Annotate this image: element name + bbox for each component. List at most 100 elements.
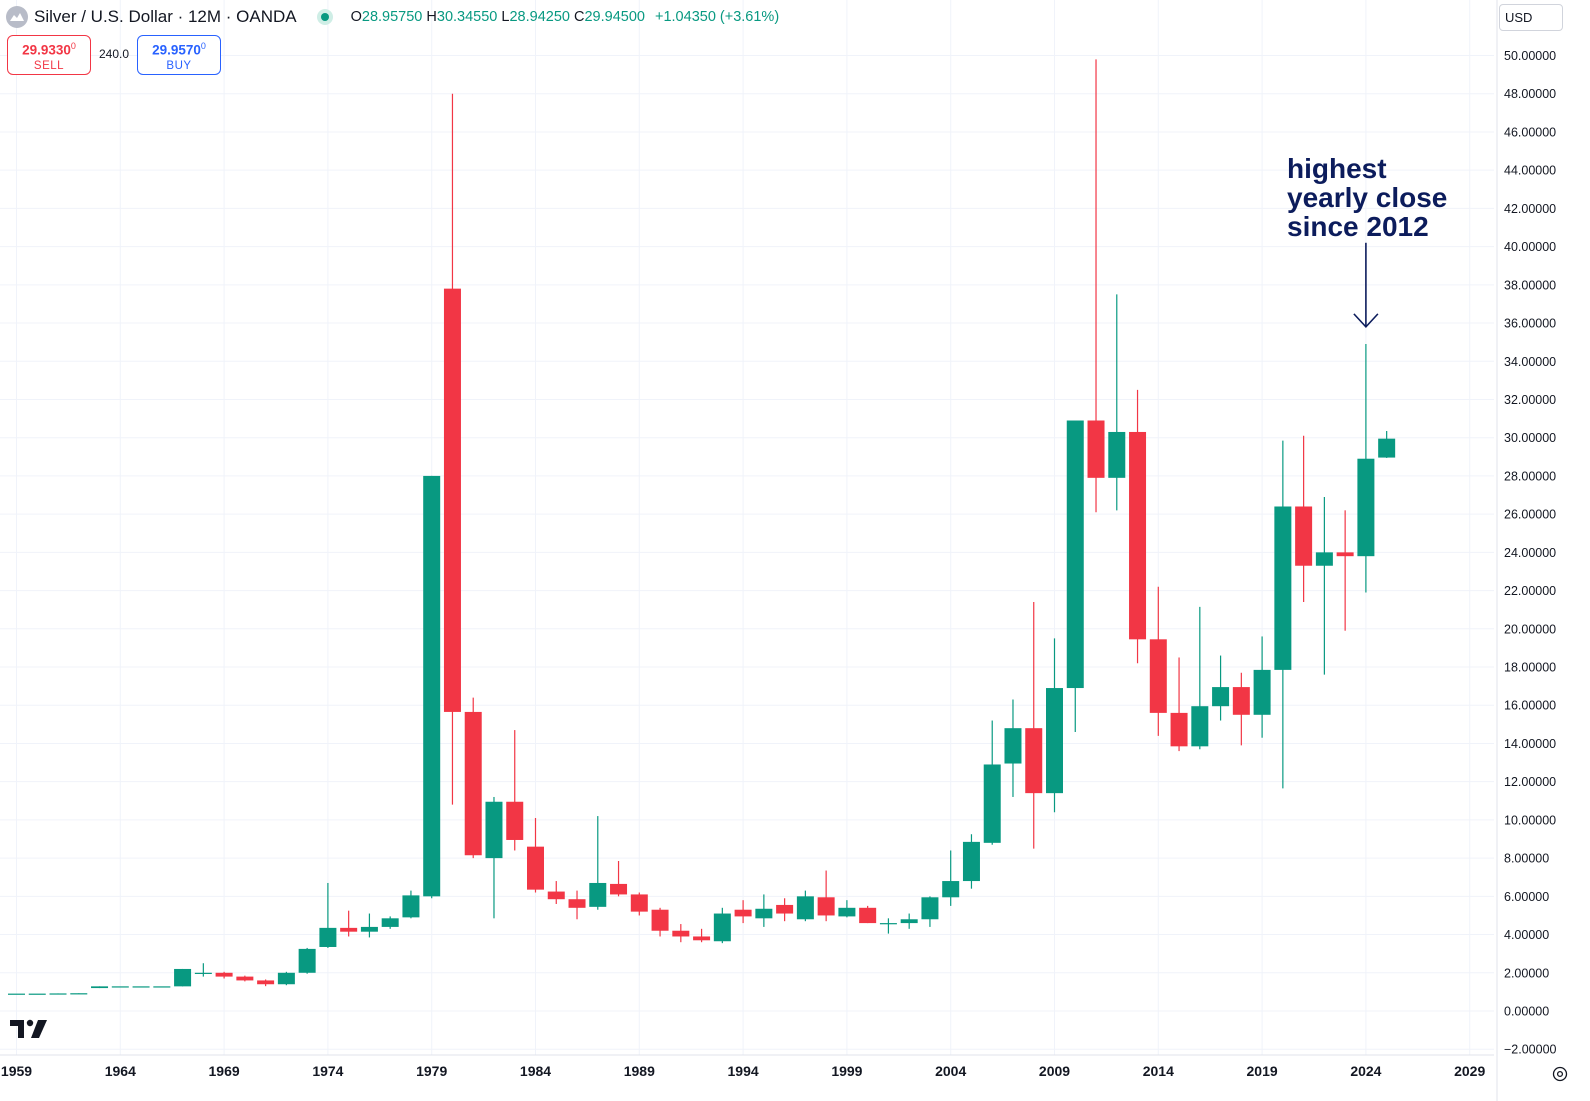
candle-body xyxy=(8,993,25,995)
sell-button[interactable]: 29.93300 SELL xyxy=(7,35,91,75)
candle-1982 xyxy=(485,796,503,919)
candle-body xyxy=(319,927,337,947)
candle-1973 xyxy=(298,947,316,974)
candle-body xyxy=(1066,420,1084,689)
candle-body xyxy=(506,801,524,840)
candle-1979 xyxy=(423,475,441,899)
currency-selector[interactable]: USD xyxy=(1499,4,1563,31)
candle-2021 xyxy=(1295,435,1313,603)
candle-2005 xyxy=(962,834,980,889)
candle-2003 xyxy=(921,896,939,927)
candle-1987 xyxy=(589,816,607,910)
y-tick-label: 12.00000 xyxy=(1504,775,1556,789)
candle-body xyxy=(70,993,88,995)
x-tick-label: 1974 xyxy=(312,1063,343,1079)
candle-2009 xyxy=(1046,638,1063,813)
candle-body xyxy=(298,948,316,973)
candle-body xyxy=(1046,688,1063,794)
x-tick-label: 1984 xyxy=(520,1063,551,1079)
candle-body xyxy=(111,986,129,988)
candle-1962 xyxy=(70,993,88,995)
candle-body xyxy=(1315,552,1333,566)
x-tick-label: 1979 xyxy=(416,1063,447,1079)
y-tick-label: 48.00000 xyxy=(1504,87,1556,101)
y-tick-label: 44.00000 xyxy=(1504,164,1556,178)
x-tick-label: 2029 xyxy=(1454,1063,1485,1079)
candle-body xyxy=(547,891,565,900)
candle-body xyxy=(443,288,461,712)
y-tick-label: 2.00000 xyxy=(1504,966,1549,980)
y-tick-label: 32.00000 xyxy=(1504,393,1556,407)
candle-body xyxy=(1149,639,1167,713)
candle-1997 xyxy=(796,890,814,922)
candle-2006 xyxy=(983,720,1001,845)
candle-1965 xyxy=(132,986,150,988)
candle-2019 xyxy=(1253,636,1271,738)
candle-body xyxy=(796,896,814,920)
candle-body xyxy=(1004,728,1022,764)
candle-1986 xyxy=(568,890,586,920)
candle-body xyxy=(423,475,441,897)
candle-body xyxy=(1378,438,1396,458)
candle-body xyxy=(194,972,212,974)
candle-1985 xyxy=(547,881,565,904)
settings-icon[interactable] xyxy=(1550,1064,1570,1084)
candle-body xyxy=(776,904,794,914)
close-label: C xyxy=(574,9,585,25)
candle-body xyxy=(1129,431,1147,640)
candle-body xyxy=(568,899,586,908)
candle-2007 xyxy=(1004,699,1022,797)
candle-body xyxy=(257,980,275,985)
candle-2014 xyxy=(1149,586,1167,736)
candle-1994 xyxy=(734,900,752,924)
candle-body xyxy=(817,897,835,916)
candle-body xyxy=(589,882,607,907)
currency-label: USD xyxy=(1505,10,1533,25)
y-tick-label: 22.00000 xyxy=(1504,584,1556,598)
candle-body xyxy=(1212,687,1230,707)
y-tick-label: 10.00000 xyxy=(1504,813,1556,827)
candle-1966 xyxy=(153,986,171,988)
candle-body xyxy=(838,907,856,917)
candle-2020 xyxy=(1274,440,1292,789)
ohlc-values: O28.95750 H30.34550 L28.94250 C29.94500 … xyxy=(351,9,780,25)
candle-1991 xyxy=(672,924,690,943)
candle-1980 xyxy=(443,93,461,805)
candle-body xyxy=(1025,728,1043,794)
symbol-title[interactable]: Silver / U.S. Dollar · 12M · OANDA xyxy=(34,7,297,26)
candle-1983 xyxy=(506,730,524,851)
candle-body xyxy=(49,993,67,995)
y-tick-label: 14.00000 xyxy=(1504,737,1556,751)
candle-body xyxy=(1357,458,1375,557)
candle-body xyxy=(91,986,109,989)
sell-price: 29.93300 xyxy=(22,41,76,58)
candle-body xyxy=(236,976,254,981)
candle-1967 xyxy=(174,968,192,987)
candle-2002 xyxy=(900,913,918,929)
annotation-line: since 2012 xyxy=(1287,211,1429,242)
x-tick-label: 2019 xyxy=(1247,1063,1278,1079)
candle-1990 xyxy=(651,907,669,937)
candle-1993 xyxy=(713,907,731,944)
buy-button[interactable]: 29.95700 BUY xyxy=(137,35,221,75)
y-tick-label: 30.00000 xyxy=(1504,431,1556,445)
candle-body xyxy=(527,846,544,890)
y-tick-label: 6.00000 xyxy=(1504,890,1549,904)
annotation-arrow-head xyxy=(1353,313,1379,329)
x-tick-label: 1959 xyxy=(1,1063,32,1079)
sell-label: SELL xyxy=(33,59,65,72)
x-tick-label: 2024 xyxy=(1350,1063,1381,1079)
tradingview-logo-icon[interactable] xyxy=(10,1018,48,1045)
candle-body xyxy=(1253,669,1271,715)
low-value: 28.94250 xyxy=(509,9,570,25)
y-tick-label: 16.00000 xyxy=(1504,699,1556,713)
candle-1984 xyxy=(527,817,544,893)
y-tick-label: 24.00000 xyxy=(1504,546,1556,560)
candle-body xyxy=(921,897,939,920)
candle-1968 xyxy=(194,963,212,977)
candle-body xyxy=(859,907,877,924)
candle-1963 xyxy=(91,986,109,989)
candle-1998 xyxy=(817,870,835,922)
y-tick-label: 20.00000 xyxy=(1504,622,1556,636)
